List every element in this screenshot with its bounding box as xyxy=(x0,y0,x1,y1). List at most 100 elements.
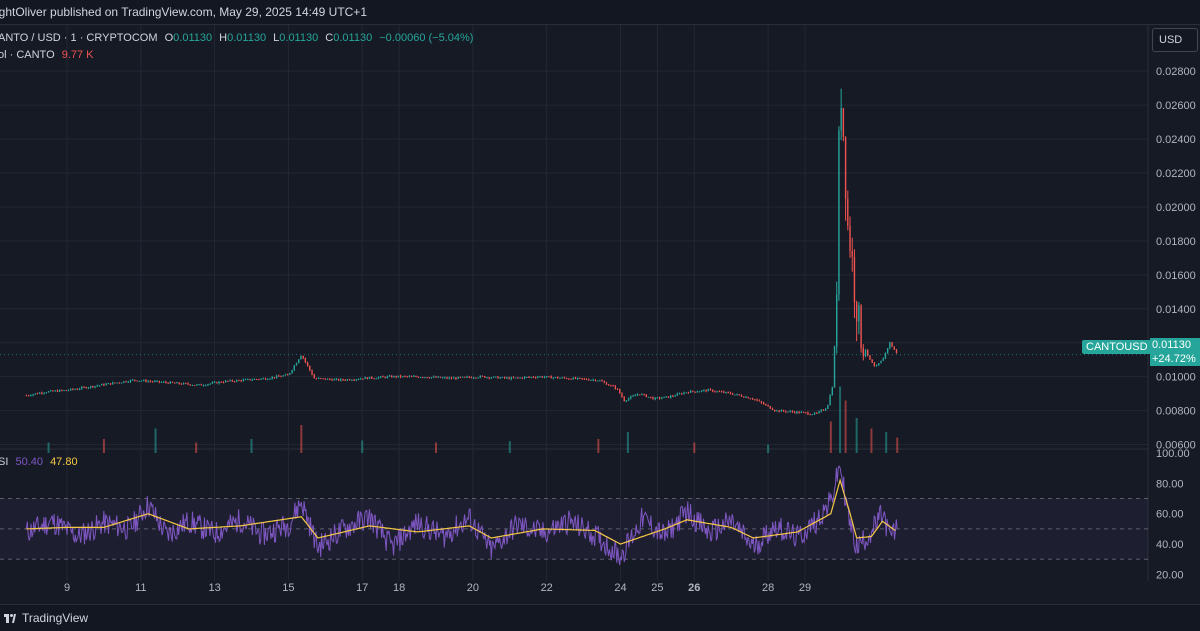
price-candle xyxy=(886,348,889,353)
price-candle xyxy=(27,395,30,397)
price-candle xyxy=(585,378,588,380)
chart-area[interactable]: 0.02800 0.02600 0.02400 0.02200 0.02000 0.018… xyxy=(0,25,1200,605)
price-candle xyxy=(464,376,466,378)
price-candle xyxy=(302,355,304,359)
price-candle xyxy=(793,411,796,414)
price-candle xyxy=(811,414,814,416)
rsi-ma-value: 47.80 xyxy=(50,456,78,468)
price-candle xyxy=(224,380,227,383)
price-candle xyxy=(707,389,710,392)
symbol-title[interactable]: ANTO / USD · 1 · CRYPTOCOM xyxy=(0,32,158,44)
price-candle xyxy=(727,391,729,393)
price-candle xyxy=(406,376,408,378)
price-candle xyxy=(802,412,805,414)
price-candle xyxy=(767,405,769,407)
price-candle xyxy=(123,381,125,383)
price-candle xyxy=(557,377,559,379)
price-candle xyxy=(791,411,794,413)
last-price-box: 0.01130 +24.72% xyxy=(1150,338,1200,366)
price-candle xyxy=(537,376,539,378)
price-candle xyxy=(444,377,446,379)
price-candle xyxy=(875,365,878,367)
price-candle xyxy=(665,396,667,398)
price-candle xyxy=(590,379,592,381)
price-candle xyxy=(638,394,641,396)
price-candle xyxy=(306,362,309,366)
price-candle xyxy=(842,108,845,137)
price-candle xyxy=(709,389,712,391)
last-price-change: +24.72% xyxy=(1152,353,1196,365)
price-candle xyxy=(366,377,369,380)
price-candle xyxy=(222,382,225,384)
price-candle xyxy=(329,378,331,380)
price-candle xyxy=(368,376,371,380)
rsi-label[interactable]: SI xyxy=(0,456,9,468)
price-candle xyxy=(404,376,406,378)
price-candle xyxy=(67,390,70,392)
price-candle xyxy=(38,392,41,394)
price-candle xyxy=(698,391,701,393)
price-candle xyxy=(461,376,464,378)
volume-bar xyxy=(896,437,899,453)
price-candle xyxy=(683,392,685,395)
price-candle xyxy=(497,376,499,379)
price-candle xyxy=(627,398,630,401)
price-candle xyxy=(52,390,54,392)
price-candle xyxy=(384,376,386,378)
time-x-tick: 11 xyxy=(135,582,146,594)
price-candle xyxy=(399,375,402,378)
high-label: H xyxy=(219,32,228,44)
price-candle xyxy=(488,377,490,379)
price-candle xyxy=(780,410,783,412)
price-candle xyxy=(267,379,269,381)
price-candle xyxy=(596,380,599,382)
price-candle xyxy=(605,382,608,385)
price-candle xyxy=(335,378,338,380)
price-candle xyxy=(331,379,333,381)
chart-canvas[interactable]: 0.02800 0.02600 0.02400 0.02200 0.02000 0.018… xyxy=(0,25,1200,605)
publish-text: ightOliver published on TradingView.com,… xyxy=(0,5,367,19)
price-candle xyxy=(813,412,816,415)
price-candle xyxy=(36,393,39,395)
price-candle xyxy=(238,380,240,382)
price-candle xyxy=(501,377,504,379)
price-candle xyxy=(96,385,98,387)
volume-label[interactable]: ol · CANTO xyxy=(0,49,55,61)
brand[interactable]: TradingView xyxy=(4,611,88,625)
price-candle xyxy=(855,302,858,322)
volume-bar xyxy=(597,439,600,453)
price-candle xyxy=(703,389,705,391)
price-candle xyxy=(776,410,778,412)
price-candle xyxy=(470,377,473,379)
price-candle xyxy=(552,377,555,379)
price-candle xyxy=(762,402,765,405)
price-candle xyxy=(25,395,28,397)
price-candle xyxy=(129,379,132,382)
currency-button[interactable]: USD xyxy=(1152,28,1198,52)
price-candle xyxy=(554,377,557,379)
close-value: 0.01130 xyxy=(333,32,373,44)
price-candle xyxy=(424,377,426,379)
price-candle xyxy=(364,377,366,380)
footer-bar: TradingView xyxy=(0,604,1200,631)
price-candle xyxy=(736,394,738,396)
price-candle xyxy=(827,405,829,409)
price-y-tick: 0.00600 xyxy=(1156,440,1196,452)
price-candle xyxy=(743,396,745,398)
price-candle xyxy=(278,375,280,377)
price-candle xyxy=(625,400,628,402)
price-candle xyxy=(816,412,818,414)
low-label: L xyxy=(273,32,280,44)
price-candle xyxy=(360,378,362,380)
price-candle xyxy=(422,377,424,379)
last-price-value: 0.01130 xyxy=(1152,339,1191,351)
price-candle xyxy=(652,397,654,400)
price-candle xyxy=(379,376,382,378)
price-candle xyxy=(749,398,752,400)
volume-bar xyxy=(829,421,832,453)
price-candle xyxy=(435,376,437,378)
price-candle xyxy=(873,362,876,367)
price-candle xyxy=(530,376,532,378)
price-candle xyxy=(864,350,867,357)
volume-bar xyxy=(195,442,198,453)
